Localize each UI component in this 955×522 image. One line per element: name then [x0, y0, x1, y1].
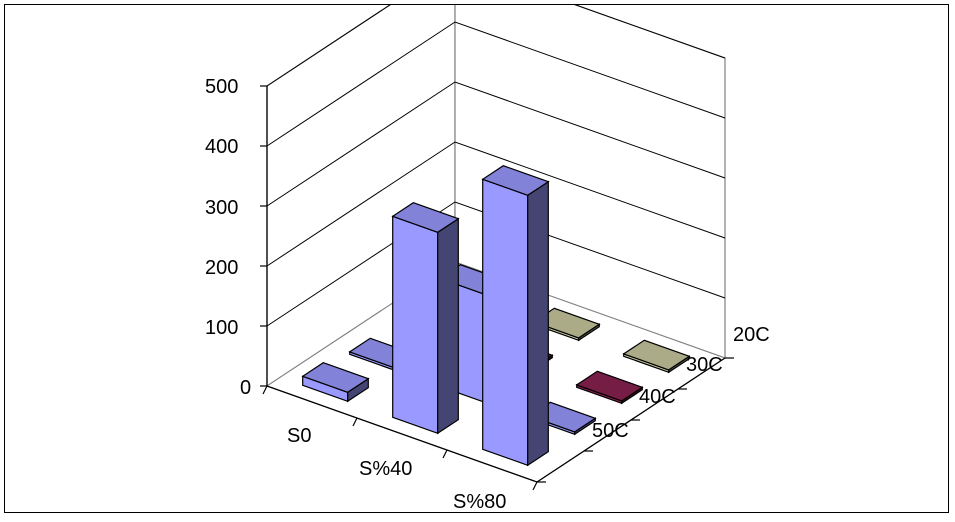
- z-tick-label: 20C: [733, 324, 770, 346]
- x-tick-label: S%80: [453, 491, 506, 513]
- y-tick-label: 400: [205, 136, 238, 158]
- gridline: [266, 5, 726, 87]
- bar: [622, 339, 691, 374]
- bar: [481, 165, 550, 467]
- y-tick-label: 0: [240, 377, 251, 399]
- bar: [301, 362, 370, 403]
- bar: [575, 370, 644, 405]
- gridlines: [266, 5, 726, 327]
- y-tick-label: 300: [205, 197, 238, 219]
- gridline: [266, 21, 726, 147]
- bar: [391, 202, 460, 435]
- x-tick: [262, 385, 268, 395]
- x-tick: [442, 449, 448, 459]
- gridline: [266, 201, 726, 327]
- z-tick-label: 40C: [639, 386, 676, 408]
- chart-svg: 500 400 300 200 100 0 S0 S%40 S%80 20C 3…: [205, 5, 770, 513]
- y-tick-label: 200: [205, 257, 238, 279]
- x-tick-label: S%40: [359, 458, 412, 480]
- chart-frame: 500 400 300 200 100 0 S0 S%40 S%80 20C 3…: [4, 4, 949, 513]
- z-tick-label: 50C: [592, 420, 629, 442]
- bars: [301, 165, 691, 467]
- y-tick-label: 100: [205, 317, 238, 339]
- gridline: [266, 81, 726, 207]
- x-tick: [352, 417, 358, 427]
- y-tick-label: 500: [205, 76, 238, 98]
- x-tick: [532, 481, 538, 491]
- x-tick-label: S0: [287, 425, 311, 447]
- gridline: [266, 141, 726, 267]
- z-tick-label: 30C: [686, 354, 723, 376]
- axis-labels: 500 400 300 200 100 0 S0 S%40 S%80 20C 3…: [205, 76, 770, 513]
- x-axis-line: [266, 385, 538, 483]
